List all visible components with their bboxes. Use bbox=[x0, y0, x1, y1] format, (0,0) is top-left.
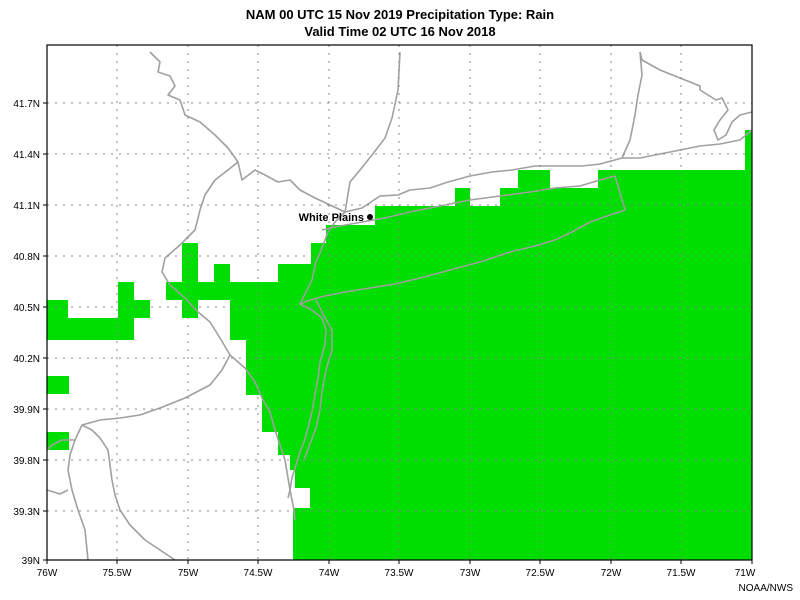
city-white-plains: White Plains bbox=[299, 212, 373, 224]
latitude-labels: 41.7N 41.4N 41.1N 40.8N 40.5N 40.2N 39.9… bbox=[13, 99, 40, 567]
lat-label: 40.8N bbox=[13, 252, 40, 263]
border-ma-ri bbox=[639, 51, 701, 90]
credit-label: NOAA/NWS bbox=[738, 583, 793, 594]
lon-label: 74W bbox=[319, 568, 340, 579]
lon-label: 71W bbox=[735, 568, 756, 579]
city-dot bbox=[367, 214, 373, 220]
boundary-md-de bbox=[46, 439, 75, 451]
lon-label: 75W bbox=[178, 568, 199, 579]
rain-patch-west bbox=[47, 282, 150, 340]
rain-area bbox=[47, 130, 752, 560]
boundary-delaware-river bbox=[67, 161, 239, 561]
lat-label: 41.4N bbox=[13, 150, 40, 161]
coast-ma bbox=[699, 89, 753, 141]
longitude-labels: 76W 75.5W 75W 74.5W 74W 73.5W 73W 72.5W … bbox=[37, 568, 756, 579]
rain-main-region bbox=[198, 130, 752, 560]
coast-delaware-bay bbox=[229, 354, 296, 521]
state-boundaries bbox=[46, 51, 753, 561]
lat-label: 39.8N bbox=[13, 456, 40, 467]
lon-label: 76W bbox=[37, 568, 58, 579]
boundary-md-de-2 bbox=[46, 489, 69, 495]
map-title-line-2: Valid Time 02 UTC 16 Nov 2018 bbox=[304, 24, 496, 39]
lon-label: 72.5W bbox=[526, 568, 555, 579]
map-title-line-1: NAM 00 UTC 15 Nov 2019 Precipitation Typ… bbox=[245, 7, 555, 22]
lon-label: 72W bbox=[601, 568, 622, 579]
coast-nj-inner bbox=[303, 299, 333, 461]
lon-label: 74.5W bbox=[244, 568, 273, 579]
coast-delaware bbox=[81, 424, 176, 561]
axis-ticks bbox=[43, 102, 753, 564]
lon-label: 73W bbox=[460, 568, 481, 579]
lat-label: 41.1N bbox=[13, 201, 40, 212]
lat-label: 39.9N bbox=[13, 405, 40, 416]
lon-label: 75.5W bbox=[103, 568, 132, 579]
coast-ct bbox=[344, 129, 753, 213]
lon-label: 73.5W bbox=[385, 568, 414, 579]
boundary-ct-ri bbox=[621, 51, 643, 159]
lat-label: 39.3N bbox=[13, 507, 40, 518]
lat-label: 39N bbox=[22, 556, 40, 567]
boundary-nj-ny bbox=[299, 211, 346, 305]
lat-lon-grid bbox=[47, 45, 752, 560]
boundary-pa-nj bbox=[149, 51, 346, 213]
coast-long-island bbox=[299, 175, 626, 305]
boundary-ny-ct bbox=[344, 51, 401, 213]
rain-patch-center bbox=[166, 243, 198, 318]
lat-label: 40.2N bbox=[13, 354, 40, 365]
city-label: White Plains bbox=[299, 212, 364, 224]
rain-patch-west-2 bbox=[47, 376, 69, 394]
lat-label: 41.7N bbox=[13, 99, 40, 110]
lat-label: 40.5N bbox=[13, 303, 40, 314]
lon-label: 71.5W bbox=[667, 568, 696, 579]
coast-nj-shore bbox=[287, 303, 327, 499]
